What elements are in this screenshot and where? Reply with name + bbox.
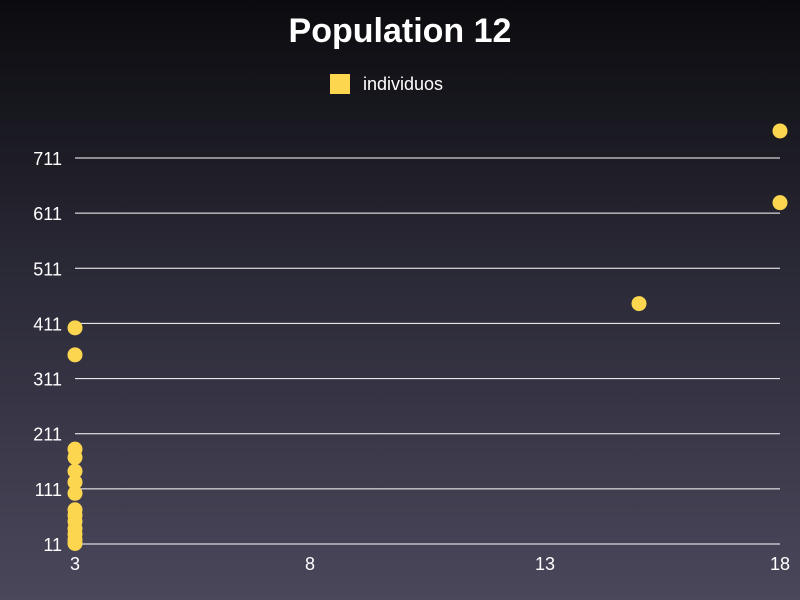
y-tick-label: 11 (43, 535, 62, 555)
data-point (67, 320, 83, 336)
y-tick-label: 211 (33, 425, 62, 445)
data-point (67, 485, 83, 501)
y-tick-label: 711 (33, 149, 62, 169)
data-point (67, 474, 83, 490)
y-tick-label: 611 (33, 204, 62, 224)
data-point (67, 347, 83, 363)
x-tick-label: 13 (535, 554, 555, 574)
y-tick-label: 311 (33, 370, 62, 390)
x-tick-label: 3 (70, 554, 80, 574)
data-point (772, 123, 788, 139)
data-point (772, 195, 788, 211)
legend: individuos (330, 73, 443, 95)
data-point (631, 296, 647, 312)
legend-label: individuos (363, 73, 444, 94)
legend-swatch (330, 74, 350, 94)
x-tick-label: 18 (770, 554, 790, 574)
chart-title: Population 12 (288, 12, 512, 50)
y-tick-label: 511 (33, 259, 62, 279)
x-tick-label: 8 (305, 554, 315, 574)
data-point (67, 441, 83, 457)
y-tick-label: 111 (35, 480, 62, 500)
y-tick-label: 411 (33, 314, 62, 334)
data-point (67, 502, 83, 518)
data-point (67, 463, 83, 479)
